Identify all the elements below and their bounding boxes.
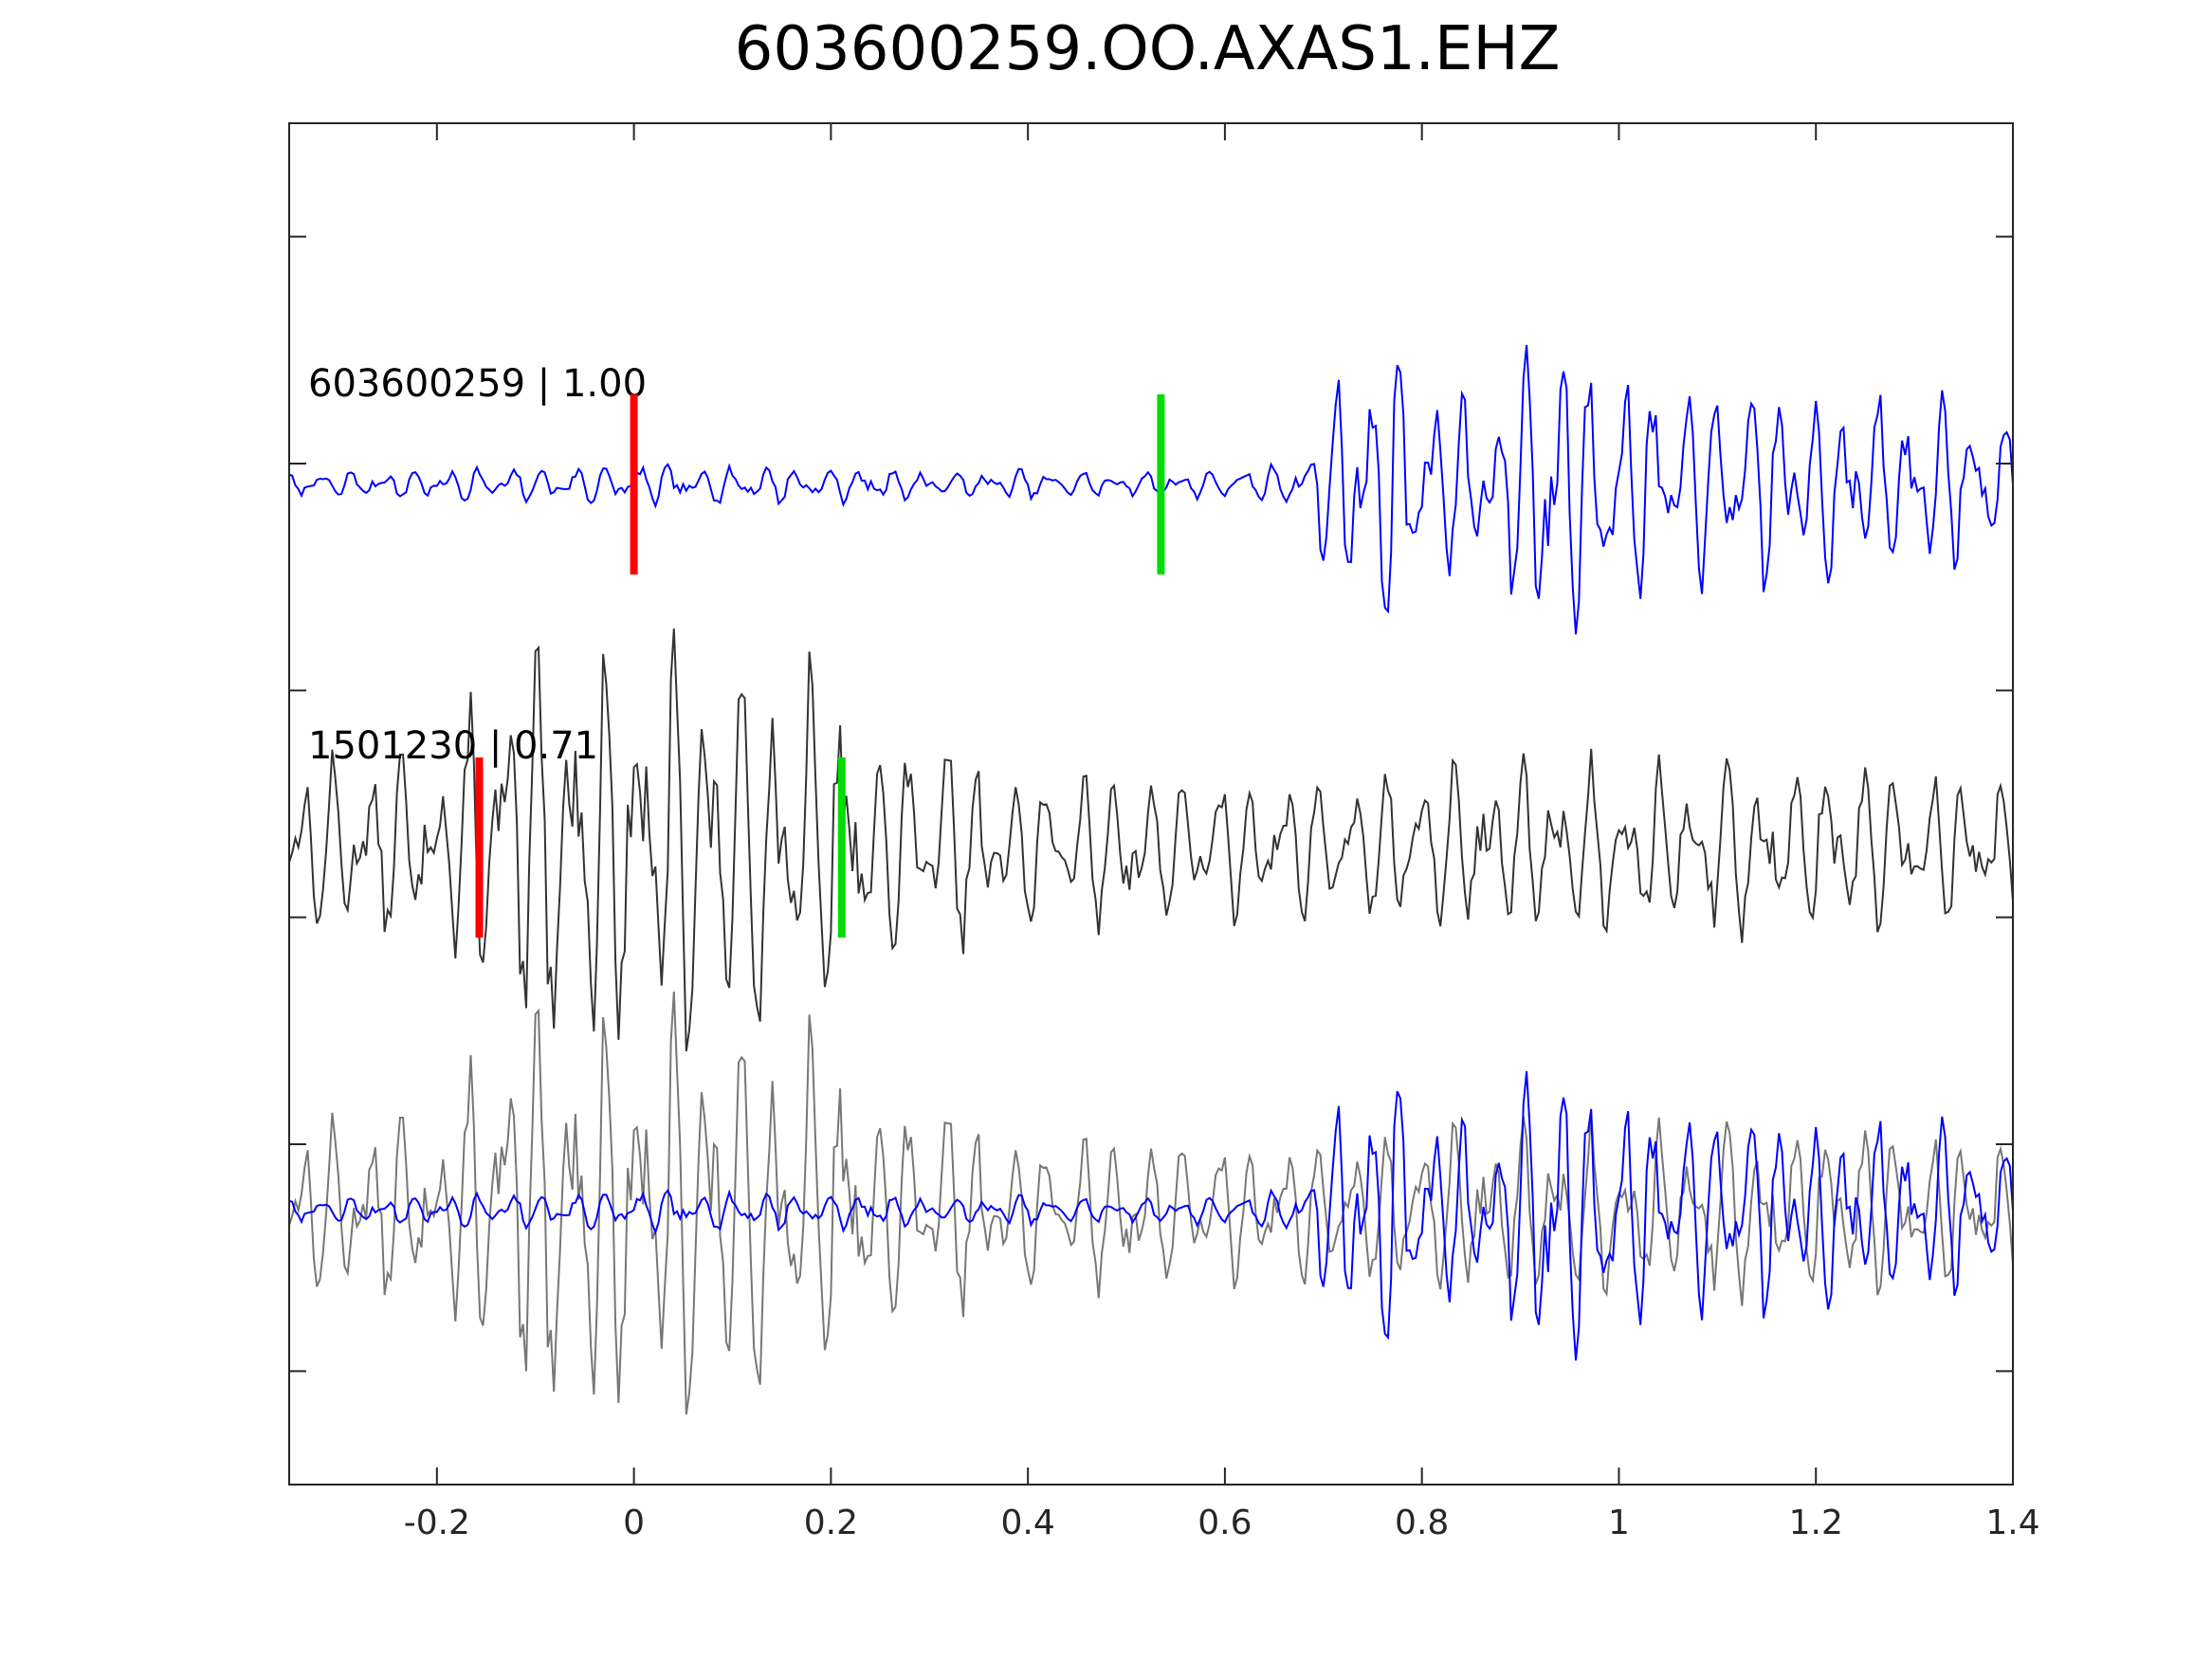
axis-ticks <box>289 123 2014 1485</box>
trace-label-reference: 1501230 | 0.71 <box>308 724 598 768</box>
x-tick-label: 1 <box>1608 1504 1630 1542</box>
overlay-trace-primary <box>288 1070 2014 1361</box>
picks-layer <box>475 394 1165 938</box>
x-tick-label: 1.4 <box>1985 1504 2039 1542</box>
x-tick-label: 0.8 <box>1395 1504 1449 1542</box>
trace-primary <box>288 344 2014 635</box>
x-tick-label: 0.2 <box>804 1504 858 1542</box>
x-tick-label: 1.2 <box>1789 1504 1843 1542</box>
traces-layer <box>288 344 2014 1415</box>
x-tick-label: -0.2 <box>404 1504 470 1542</box>
trace-reference <box>288 628 2014 1052</box>
trace-label-primary: 603600259 | 1.00 <box>308 362 647 406</box>
plot-area: 603600259 | 1.00 1501230 | 0.71 -0.2 0 0.2… <box>288 122 2040 1542</box>
x-tick-labels: -0.2 0 0.2 0.4 0.6 0.8 1 1.2 1.4 <box>404 1504 2040 1542</box>
chart-title: 603600259.OO.AXAS1.EHZ <box>735 14 1561 84</box>
axes-box <box>288 122 2014 1486</box>
x-tick-label: 0.4 <box>1001 1504 1055 1542</box>
x-tick-label: 0 <box>623 1504 645 1542</box>
trace-labels: 603600259 | 1.00 1501230 | 0.71 <box>308 362 647 768</box>
x-tick-label: 0.6 <box>1197 1504 1252 1542</box>
overlay-trace-reference <box>288 991 2014 1415</box>
